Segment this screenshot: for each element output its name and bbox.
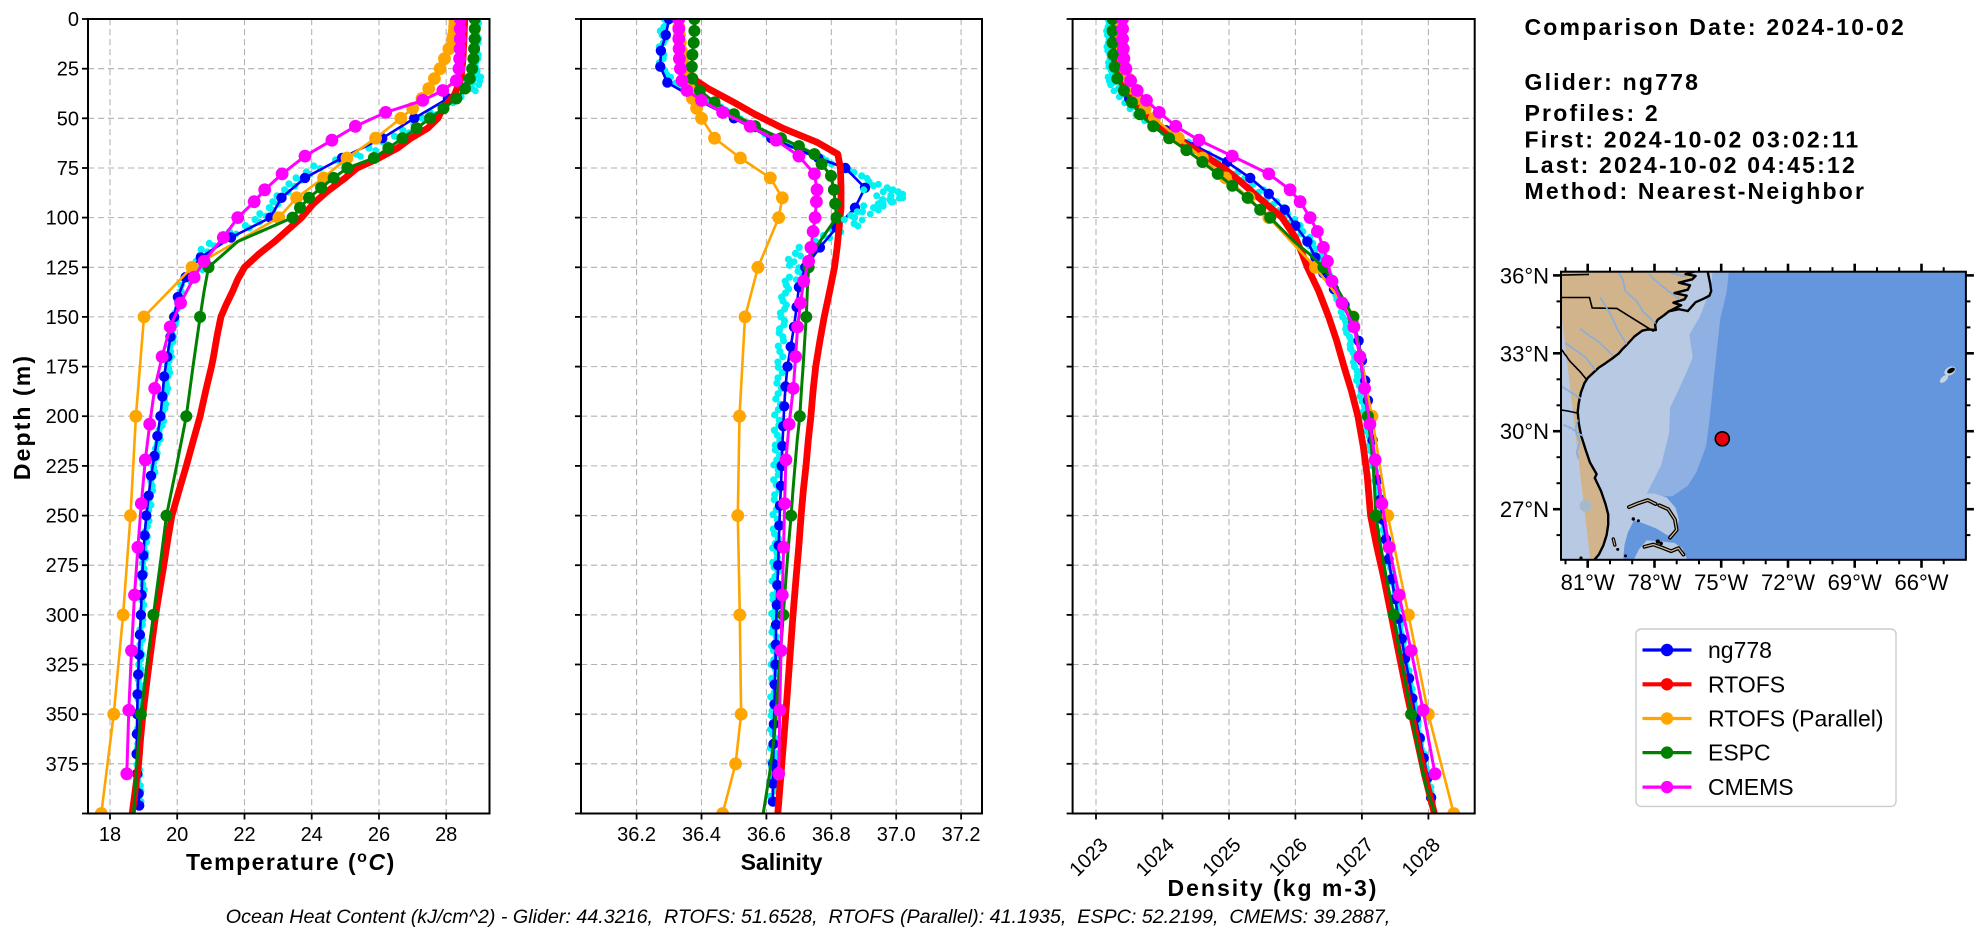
svg-text:66°W: 66°W [1894, 570, 1948, 595]
svg-text:CMEMS: CMEMS [1708, 774, 1794, 800]
svg-text:37.0: 37.0 [877, 824, 916, 846]
svg-text:325: 325 [46, 655, 79, 677]
svg-text:Glider: ng778: Glider: ng778 [1525, 69, 1701, 95]
svg-text:350: 350 [46, 704, 79, 726]
svg-text:36.8: 36.8 [812, 824, 851, 846]
svg-text:Profiles: 2: Profiles: 2 [1525, 100, 1660, 126]
svg-text:Method: Nearest-Neighbor: Method: Nearest-Neighbor [1525, 178, 1867, 204]
svg-text:25: 25 [57, 59, 79, 81]
svg-text:26: 26 [368, 824, 390, 846]
svg-text:Density (kg m-3): Density (kg m-3) [1168, 875, 1379, 901]
svg-text:First: 2024-10-02 03:02:11: First: 2024-10-02 03:02:11 [1525, 127, 1861, 153]
svg-text:33°N: 33°N [1500, 341, 1549, 366]
svg-text:RTOFS (Parallel): RTOFS (Parallel) [1708, 706, 1884, 732]
svg-text:37.2: 37.2 [942, 824, 981, 846]
svg-text:75°W: 75°W [1694, 570, 1748, 595]
svg-text:125: 125 [46, 257, 79, 279]
svg-text:200: 200 [46, 406, 79, 428]
svg-text:150: 150 [46, 307, 79, 329]
svg-text:27°N: 27°N [1500, 497, 1549, 522]
svg-text:24: 24 [301, 824, 323, 846]
svg-text:30°N: 30°N [1500, 419, 1549, 444]
svg-text:50: 50 [57, 108, 79, 130]
svg-text:Salinity: Salinity [741, 849, 823, 875]
svg-text:275: 275 [46, 555, 79, 577]
svg-text:RTOFS: RTOFS [1708, 671, 1785, 697]
svg-text:78°W: 78°W [1627, 570, 1681, 595]
svg-text:Depth (m): Depth (m) [9, 354, 35, 480]
svg-text:72°W: 72°W [1761, 570, 1815, 595]
svg-text:175: 175 [46, 357, 79, 379]
svg-text:36°N: 36°N [1500, 263, 1549, 288]
svg-text:Comparison Date: 2024-10-02: Comparison Date: 2024-10-02 [1525, 14, 1907, 40]
svg-text:ESPC: ESPC [1708, 740, 1771, 766]
svg-text:375: 375 [46, 754, 79, 776]
svg-text:Ocean Heat Content (kJ/cm^2) -: Ocean Heat Content (kJ/cm^2) - Glider: 4… [226, 906, 1390, 928]
svg-text:18: 18 [99, 824, 121, 846]
svg-text:75: 75 [57, 158, 79, 180]
svg-text:36.6: 36.6 [747, 824, 786, 846]
svg-text:0: 0 [68, 9, 79, 31]
svg-text:28: 28 [435, 824, 457, 846]
svg-text:300: 300 [46, 605, 79, 627]
svg-text:Last: 2024-10-02 04:45:12: Last: 2024-10-02 04:45:12 [1525, 152, 1857, 178]
svg-text:36.4: 36.4 [682, 824, 721, 846]
svg-text:225: 225 [46, 456, 79, 478]
svg-text:250: 250 [46, 506, 79, 528]
svg-text:20: 20 [166, 824, 188, 846]
svg-text:100: 100 [46, 208, 79, 230]
svg-text:81°W: 81°W [1561, 570, 1615, 595]
svg-text:36.2: 36.2 [617, 824, 656, 846]
svg-text:22: 22 [233, 824, 255, 846]
svg-text:ng778: ng778 [1708, 637, 1772, 663]
svg-text:69°W: 69°W [1828, 570, 1882, 595]
